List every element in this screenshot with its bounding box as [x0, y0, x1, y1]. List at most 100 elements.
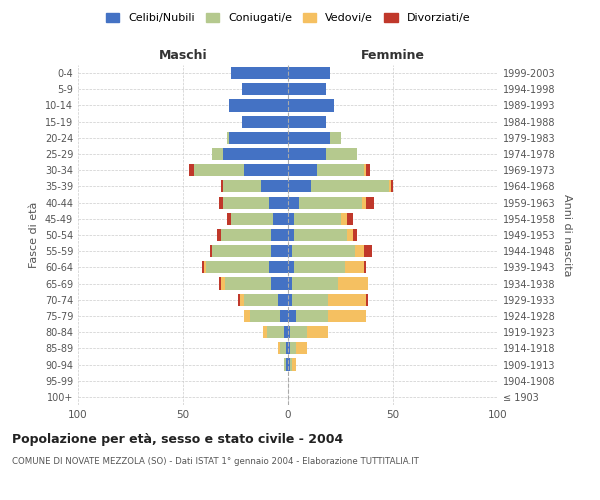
Bar	[328, 310, 366, 322]
Bar	[218, 278, 221, 289]
Bar	[260, 180, 288, 192]
Bar	[299, 196, 361, 208]
Bar	[277, 294, 288, 306]
Bar	[290, 358, 292, 370]
Bar	[288, 180, 311, 192]
Bar	[364, 164, 366, 176]
Bar	[269, 196, 288, 208]
Bar	[240, 294, 244, 306]
Bar	[366, 196, 374, 208]
Bar	[288, 342, 290, 354]
Bar	[229, 132, 288, 144]
Bar	[364, 245, 372, 258]
Bar	[202, 262, 204, 274]
Bar	[190, 164, 193, 176]
Legend: Celibi/Nubili, Coniugati/e, Vedovi/e, Divorziati/e: Celibi/Nubili, Coniugati/e, Vedovi/e, Di…	[101, 8, 475, 28]
Bar	[225, 278, 271, 289]
Text: Popolazione per età, sesso e stato civile - 2004: Popolazione per età, sesso e stato civil…	[12, 432, 343, 446]
Bar	[221, 229, 271, 241]
Bar	[277, 342, 280, 354]
Bar	[307, 326, 328, 338]
Bar	[267, 326, 284, 338]
Bar	[286, 342, 288, 354]
Bar	[212, 148, 223, 160]
Bar	[347, 212, 353, 225]
Bar	[366, 164, 370, 176]
Bar	[271, 278, 288, 289]
Bar	[288, 100, 334, 112]
Bar	[271, 229, 288, 241]
Y-axis label: Fasce di età: Fasce di età	[29, 202, 39, 268]
Bar	[193, 164, 244, 176]
Bar	[364, 262, 366, 274]
Bar	[355, 245, 364, 258]
Bar	[271, 245, 288, 258]
Bar	[286, 358, 288, 370]
Bar	[221, 180, 223, 192]
Bar	[242, 83, 288, 96]
Bar	[288, 148, 326, 160]
Bar	[229, 100, 288, 112]
Bar	[223, 196, 269, 208]
Bar	[366, 294, 368, 306]
Bar	[288, 262, 295, 274]
Bar	[296, 342, 307, 354]
Bar	[244, 310, 250, 322]
Bar	[244, 164, 288, 176]
Bar	[292, 358, 296, 370]
Bar	[288, 358, 290, 370]
Bar	[353, 229, 358, 241]
Bar	[288, 132, 330, 144]
Bar	[296, 310, 328, 322]
Bar	[221, 278, 225, 289]
Bar	[389, 180, 391, 192]
Bar	[210, 245, 212, 258]
Bar	[242, 116, 288, 128]
Bar	[341, 212, 347, 225]
Bar	[288, 164, 317, 176]
Bar	[288, 116, 326, 128]
Bar	[391, 180, 393, 192]
Bar	[328, 294, 366, 306]
Bar	[295, 262, 345, 274]
Bar	[292, 294, 328, 306]
Bar	[269, 262, 288, 274]
Bar	[227, 132, 229, 144]
Y-axis label: Anni di nascita: Anni di nascita	[562, 194, 572, 276]
Bar	[345, 262, 364, 274]
Bar	[295, 229, 347, 241]
Bar	[290, 342, 296, 354]
Bar	[227, 212, 232, 225]
Bar	[212, 245, 271, 258]
Bar	[223, 148, 288, 160]
Bar	[288, 196, 299, 208]
Bar	[218, 196, 223, 208]
Bar	[288, 310, 296, 322]
Bar	[244, 294, 277, 306]
Bar	[288, 278, 292, 289]
Text: Maschi: Maschi	[158, 49, 208, 62]
Bar	[206, 262, 269, 274]
Bar	[361, 196, 366, 208]
Bar	[326, 148, 358, 160]
Bar	[288, 229, 295, 241]
Bar	[288, 83, 326, 96]
Bar	[232, 212, 274, 225]
Bar	[288, 212, 295, 225]
Text: Femmine: Femmine	[361, 49, 425, 62]
Bar	[317, 164, 364, 176]
Bar	[232, 67, 288, 79]
Bar	[284, 326, 288, 338]
Bar	[292, 278, 338, 289]
Bar	[288, 294, 292, 306]
Text: COMUNE DI NOVATE MEZZOLA (SO) - Dati ISTAT 1° gennaio 2004 - Elaborazione TUTTIT: COMUNE DI NOVATE MEZZOLA (SO) - Dati IST…	[12, 458, 419, 466]
Bar	[311, 180, 389, 192]
Bar	[223, 180, 260, 192]
Bar	[263, 326, 267, 338]
Bar	[274, 212, 288, 225]
Bar	[204, 262, 206, 274]
Bar	[280, 342, 286, 354]
Bar	[295, 212, 341, 225]
Bar	[288, 67, 330, 79]
Bar	[288, 245, 292, 258]
